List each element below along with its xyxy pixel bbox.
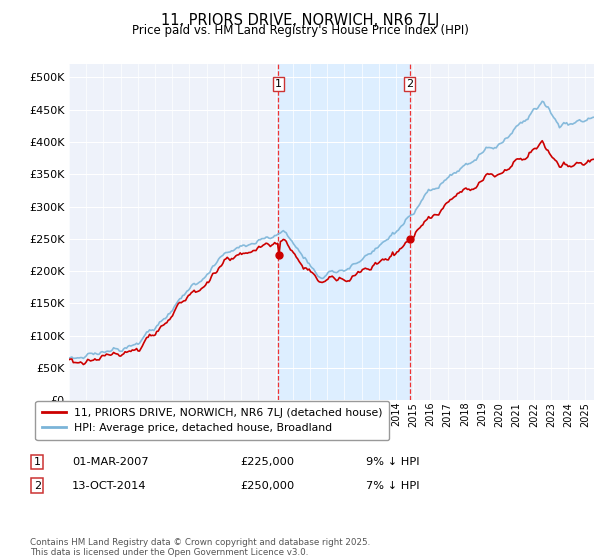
Text: 1: 1 <box>34 457 41 467</box>
Text: 13-OCT-2014: 13-OCT-2014 <box>72 480 146 491</box>
Text: 7% ↓ HPI: 7% ↓ HPI <box>366 480 419 491</box>
Text: 2: 2 <box>34 480 41 491</box>
Text: £250,000: £250,000 <box>240 480 294 491</box>
Bar <box>278 64 410 400</box>
Text: £225,000: £225,000 <box>240 457 294 467</box>
Text: 9% ↓ HPI: 9% ↓ HPI <box>366 457 419 467</box>
Text: Contains HM Land Registry data © Crown copyright and database right 2025.
This d: Contains HM Land Registry data © Crown c… <box>30 538 370 557</box>
Text: 2: 2 <box>406 80 413 89</box>
Text: 01-MAR-2007: 01-MAR-2007 <box>72 457 149 467</box>
Text: Price paid vs. HM Land Registry's House Price Index (HPI): Price paid vs. HM Land Registry's House … <box>131 24 469 36</box>
Legend: 11, PRIORS DRIVE, NORWICH, NR6 7LJ (detached house), HPI: Average price, detache: 11, PRIORS DRIVE, NORWICH, NR6 7LJ (deta… <box>35 401 389 440</box>
Text: 1: 1 <box>275 80 282 89</box>
Text: 11, PRIORS DRIVE, NORWICH, NR6 7LJ: 11, PRIORS DRIVE, NORWICH, NR6 7LJ <box>161 13 439 28</box>
